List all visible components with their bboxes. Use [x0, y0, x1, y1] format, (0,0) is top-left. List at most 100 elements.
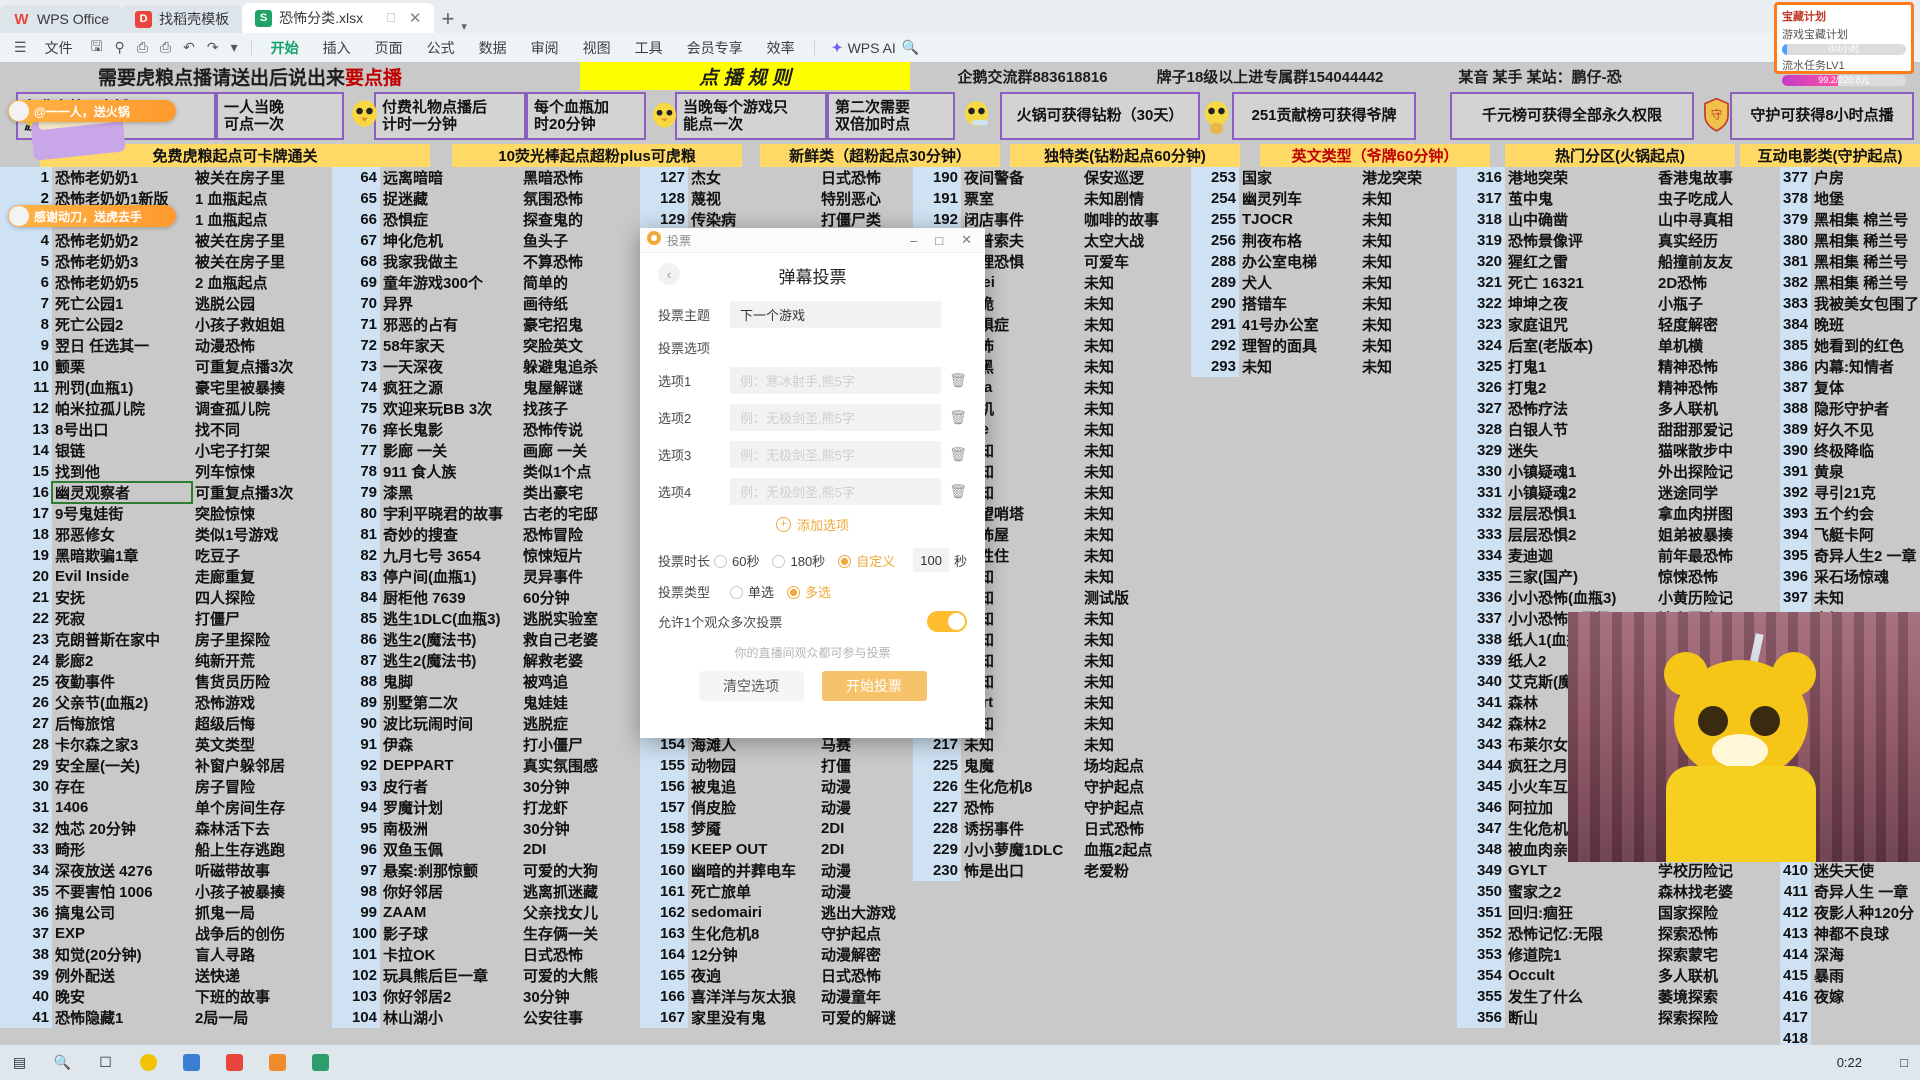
game-desc-cell[interactable]: 真实经历 [1655, 230, 1780, 251]
row-index-cell[interactable]: 349 [1457, 860, 1505, 881]
game-desc-cell[interactable]: 可爱的大狗 [520, 860, 640, 881]
game-name-cell[interactable]: 茧中鬼 [1505, 188, 1655, 209]
game-desc-cell[interactable]: 恐怖传说 [520, 419, 640, 440]
row-index-cell[interactable]: 82 [332, 545, 380, 566]
game-desc-cell[interactable]: 未知 [1081, 545, 1191, 566]
row-index-cell[interactable]: 29 [0, 755, 52, 776]
game-name-cell[interactable]: 猩红之雷 [1505, 251, 1655, 272]
row-index-cell[interactable]: 391 [1780, 461, 1812, 482]
game-desc-cell[interactable]: 吃豆子 [192, 545, 332, 566]
vote-type-multi[interactable]: 多选 [787, 582, 831, 601]
row-index-cell[interactable]: 340 [1457, 671, 1505, 692]
print-icon[interactable]: ⚲ [114, 39, 125, 55]
row-index-cell[interactable]: 154 [640, 734, 688, 755]
game-name-cell[interactable]: 疯狂之源 [380, 377, 520, 398]
row-index-cell[interactable]: 333 [1457, 524, 1505, 545]
game-name-cell[interactable]: 影廊2 [52, 650, 192, 671]
row-index-cell[interactable]: 351 [1457, 902, 1505, 923]
game-name-cell[interactable]: 诱拐事件 [961, 818, 1081, 839]
game-name-cell[interactable]: 蜜家之2 [1505, 881, 1655, 902]
game-desc-cell[interactable]: 2DI [818, 818, 913, 839]
game-name-cell[interactable]: 后悔旅馆 [52, 713, 192, 734]
game-name-cell[interactable]: 异界 [380, 293, 520, 314]
game-name-cell[interactable]: 闭店事件 [961, 209, 1081, 230]
game-name-cell[interactable]: KEEP OUT [688, 839, 818, 860]
row-index-cell[interactable]: 323 [1457, 314, 1505, 335]
back-chevron-icon[interactable]: ‹ [658, 263, 680, 285]
row-index-cell[interactable]: 98 [332, 881, 380, 902]
row-index-cell[interactable]: 81 [332, 524, 380, 545]
row-index-cell[interactable]: 127 [640, 167, 688, 188]
row-index-cell[interactable]: 104 [332, 1007, 380, 1028]
row-index-cell[interactable]: 337 [1457, 608, 1505, 629]
row-index-cell[interactable]: 293 [1191, 356, 1239, 377]
table-row[interactable]: 90 波比玩闹时间 逃脱症 [332, 713, 640, 734]
game-desc-cell[interactable]: 60分钟 [520, 587, 640, 608]
row-index-cell[interactable]: 12 [0, 398, 52, 419]
game-name-cell[interactable]: 刑罚(血瓶1) [52, 377, 192, 398]
row-index-cell[interactable]: 327 [1457, 398, 1505, 419]
game-desc-cell[interactable]: 送快递 [192, 965, 332, 986]
row-index-cell[interactable]: 79 [332, 482, 380, 503]
grid-column-4[interactable]: 253 国家 港龙突荣 254 幽灵列车 未知 255 TJOCR 未知 256 荆夜布格 未知 288… [1191, 167, 1457, 377]
game-name-cell[interactable]: 打鬼2 [1505, 377, 1655, 398]
game-desc-cell[interactable]: 血瓶2起点 [1081, 839, 1191, 860]
game-desc-cell[interactable]: 被关在房子里 [192, 230, 332, 251]
row-index-cell[interactable]: 412 [1780, 902, 1812, 923]
game-desc-cell[interactable]: 猫咪散步中 [1655, 440, 1780, 461]
game-name-cell[interactable] [1811, 1028, 1920, 1049]
table-row[interactable]: 416 夜嫁 [1780, 986, 1920, 1007]
row-index-cell[interactable]: 6 [0, 272, 52, 293]
game-name-cell[interactable]: 例外配送 [52, 965, 192, 986]
row-index-cell[interactable]: 411 [1780, 881, 1812, 902]
game-desc-cell[interactable]: 打龙虾 [520, 797, 640, 818]
row-index-cell[interactable]: 88 [332, 671, 380, 692]
game-name-cell[interactable]: 神都不良球 [1811, 923, 1920, 944]
game-name-cell[interactable]: 幽灵观察者 [51, 481, 193, 504]
row-index-cell[interactable]: 25 [0, 671, 52, 692]
row-index-cell[interactable]: 84 [332, 587, 380, 608]
game-name-cell[interactable]: 坤坤之夜 [1505, 293, 1655, 314]
game-desc-cell[interactable]: 走廊重复 [192, 566, 332, 587]
game-desc-cell[interactable]: 父亲找女儿 [520, 902, 640, 923]
table-row[interactable]: 290 搭错车 未知 [1191, 293, 1457, 314]
game-desc-cell[interactable]: 未知 [1359, 272, 1457, 293]
row-index-cell[interactable]: 330 [1457, 461, 1505, 482]
game-desc-cell[interactable]: 外出探险记 [1655, 461, 1780, 482]
game-desc-cell[interactable]: 测试版 [1081, 587, 1191, 608]
table-row[interactable]: 86 逃生2(魔法书) 救自己老婆 [332, 629, 640, 650]
tab-home[interactable]: 开始 [270, 39, 299, 56]
row-index-cell[interactable]: 10 [0, 356, 52, 377]
row-index-cell[interactable]: 96 [332, 839, 380, 860]
game-name-cell[interactable]: Occult [1505, 965, 1655, 986]
game-desc-cell[interactable]: 补窗户躲邻居 [192, 755, 332, 776]
table-row[interactable]: 100 影子球 生存俩一关 [332, 923, 640, 944]
row-index-cell[interactable]: 161 [640, 881, 688, 902]
row-index-cell[interactable]: 20 [0, 566, 52, 587]
game-name-cell[interactable]: 寻引21克 [1811, 482, 1920, 503]
table-row[interactable]: 288 办公室电梯 未知 [1191, 251, 1457, 272]
game-name-cell[interactable]: 生化危机8 [961, 776, 1081, 797]
game-name-cell[interactable]: 恐怖老奶奶2 [52, 230, 192, 251]
row-index-cell[interactable]: 328 [1457, 419, 1505, 440]
game-desc-cell[interactable]: 逃脱实验室 [520, 608, 640, 629]
table-row[interactable]: 336 小小恐怖(血瓶3) 小黄历险记 [1457, 587, 1780, 608]
row-index-cell[interactable]: 288 [1191, 251, 1239, 272]
table-row[interactable]: 253 国家 港龙突荣 [1191, 167, 1457, 188]
table-row[interactable]: 391黄泉中文互动 [1780, 461, 1920, 482]
tab-wps-office[interactable]: W WPS Office [0, 5, 123, 33]
table-row[interactable]: 23 克朗普斯在家中 房子里探险 [0, 629, 332, 650]
row-index-cell[interactable]: 28 [0, 734, 52, 755]
chevron-down-icon[interactable]: ▾ [230, 39, 238, 55]
table-row[interactable]: 414深海电影互动 [1780, 944, 1920, 965]
row-index-cell[interactable]: 158 [640, 818, 688, 839]
game-desc-cell[interactable]: 未知 [1081, 293, 1191, 314]
game-name-cell[interactable]: 层层恐惧2 [1505, 524, 1655, 545]
table-row[interactable]: 127 杰女 日式恐怖 [640, 167, 913, 188]
table-row[interactable]: 19 黑暗欺骗1章 吃豆子 [0, 545, 332, 566]
game-desc-cell[interactable]: 小宅子打架 [192, 440, 332, 461]
table-row[interactable]: 378地堡电影解密 [1780, 188, 1920, 209]
game-name-cell[interactable]: 悬案:刹那惊颤 [380, 860, 520, 881]
